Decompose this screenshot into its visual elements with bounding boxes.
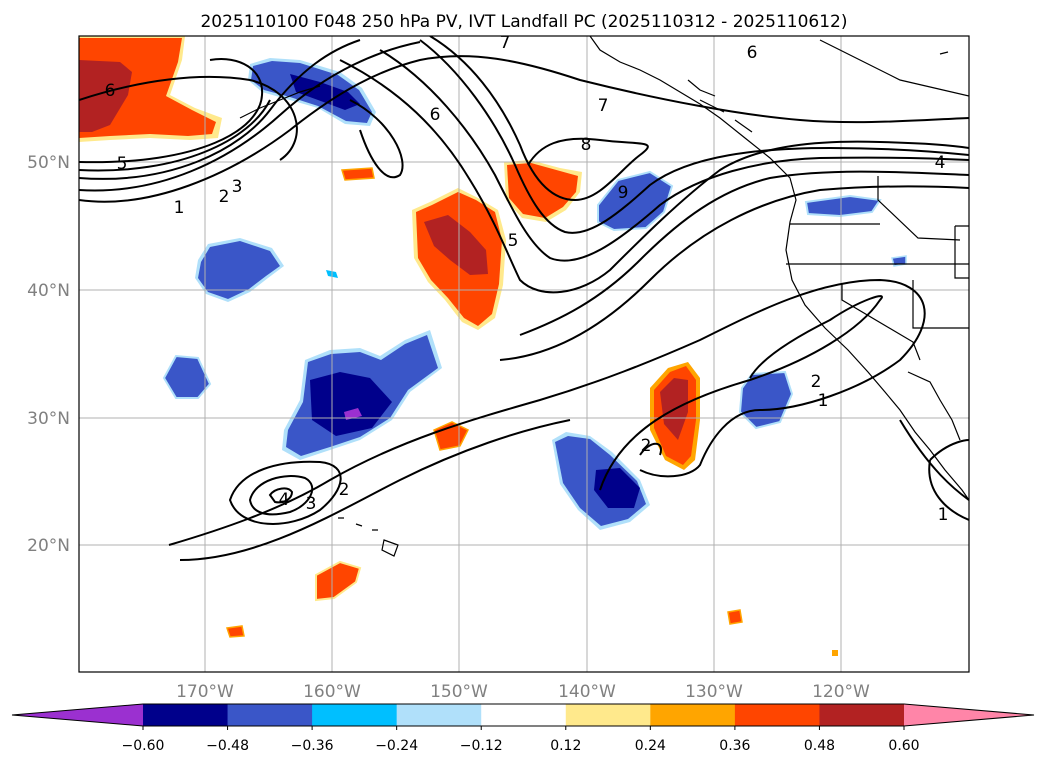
contour-label: 8 (581, 135, 592, 155)
contour-label: 2 (339, 480, 350, 500)
colorbar-tick-label: 0.36 (719, 738, 750, 754)
contour-label: 3 (232, 177, 243, 197)
colorbar-tick-label: −0.12 (460, 738, 503, 754)
contour-label: 1 (938, 505, 949, 525)
contour-label: 3 (306, 494, 317, 514)
colorbar-tick-label: −0.48 (206, 738, 249, 754)
contour-label: 2 (811, 372, 822, 392)
longitude-labels: 170°W 160°W 150°W 140°W 130°W 120°W (176, 682, 870, 702)
colorbar-segment (650, 704, 736, 726)
lat-label-20n: 20°N (27, 536, 70, 556)
colorbar-segment (227, 704, 313, 726)
colorbar-segment (819, 704, 905, 726)
colorbar-segment (565, 704, 651, 726)
contour-label: 5 (117, 154, 128, 174)
colorbar-segment (143, 704, 229, 726)
lat-label-50n: 50°N (27, 153, 70, 173)
contour-label: 6 (105, 81, 116, 101)
colorbar-tick-label: −0.60 (122, 738, 165, 754)
contour-label: 2 (641, 436, 652, 456)
lon-label-130w: 130°W (685, 682, 743, 702)
negative-region-north (597, 170, 674, 232)
contour-label: 9 (618, 183, 629, 203)
contour-label: 2 (219, 187, 230, 207)
colorbar-tick-label: −0.36 (291, 738, 334, 754)
colorbar-segment (396, 704, 482, 726)
negative-anomaly-fields (162, 58, 907, 530)
colorbar-extend-low (12, 704, 143, 726)
colorbar-segment (312, 704, 398, 726)
lon-label-150w: 150°W (430, 682, 488, 702)
map-frame (78, 35, 970, 673)
colorbar-tick-label: 0.24 (635, 738, 666, 754)
map-panel: 6 5 3 2 1 7 6 6 7 8 9 5 4 2 1 2 4 3 2 1 (79, 33, 969, 672)
colorbar-segment (481, 704, 567, 726)
contour-label: 5 (508, 231, 519, 251)
positive-region-small (341, 167, 375, 181)
contour-label: 1 (174, 198, 185, 218)
lat-label-40n: 40°N (27, 281, 70, 301)
contour-label: 4 (279, 490, 290, 510)
contour-label: 6 (430, 105, 441, 125)
lon-label-120w: 120°W (812, 682, 870, 702)
colorbar-tick-label: 0.12 (550, 738, 581, 754)
latitude-labels: 20°N 30°N 40°N 50°N (27, 153, 70, 556)
colorbar-segment (734, 704, 820, 726)
lat-label-30n: 30°N (27, 409, 70, 429)
colorbar-tick-label: 0.60 (888, 738, 919, 754)
positive-region-south (315, 560, 362, 602)
colorbar: −0.60 −0.48 −0.36 −0.24 −0.12 0.12 0.24 0.36 0.4… (11, 703, 1035, 754)
figure-title: 2025110100 F048 250 hPa PV, IVT Landfall… (200, 12, 847, 32)
contour-label: 4 (935, 153, 946, 173)
contour-labels: 6 5 3 2 1 7 6 6 7 8 9 5 4 2 1 2 4 3 2 1 (105, 33, 949, 525)
contour-label: 1 (818, 391, 829, 411)
contour-label: 7 (500, 33, 511, 53)
contour-label: 7 (598, 96, 609, 116)
coastlines (239, 36, 969, 557)
lon-label-140w: 140°W (558, 682, 616, 702)
colorbar-tick-label: 0.48 (804, 738, 835, 754)
colorbar-tick-label: −0.24 (375, 738, 418, 754)
lon-label-170w: 170°W (176, 682, 234, 702)
pv-contours (79, 36, 969, 561)
colorbar-extend-high (904, 704, 1034, 726)
lon-label-160w: 160°W (303, 682, 361, 702)
contour-label: 6 (747, 43, 758, 63)
